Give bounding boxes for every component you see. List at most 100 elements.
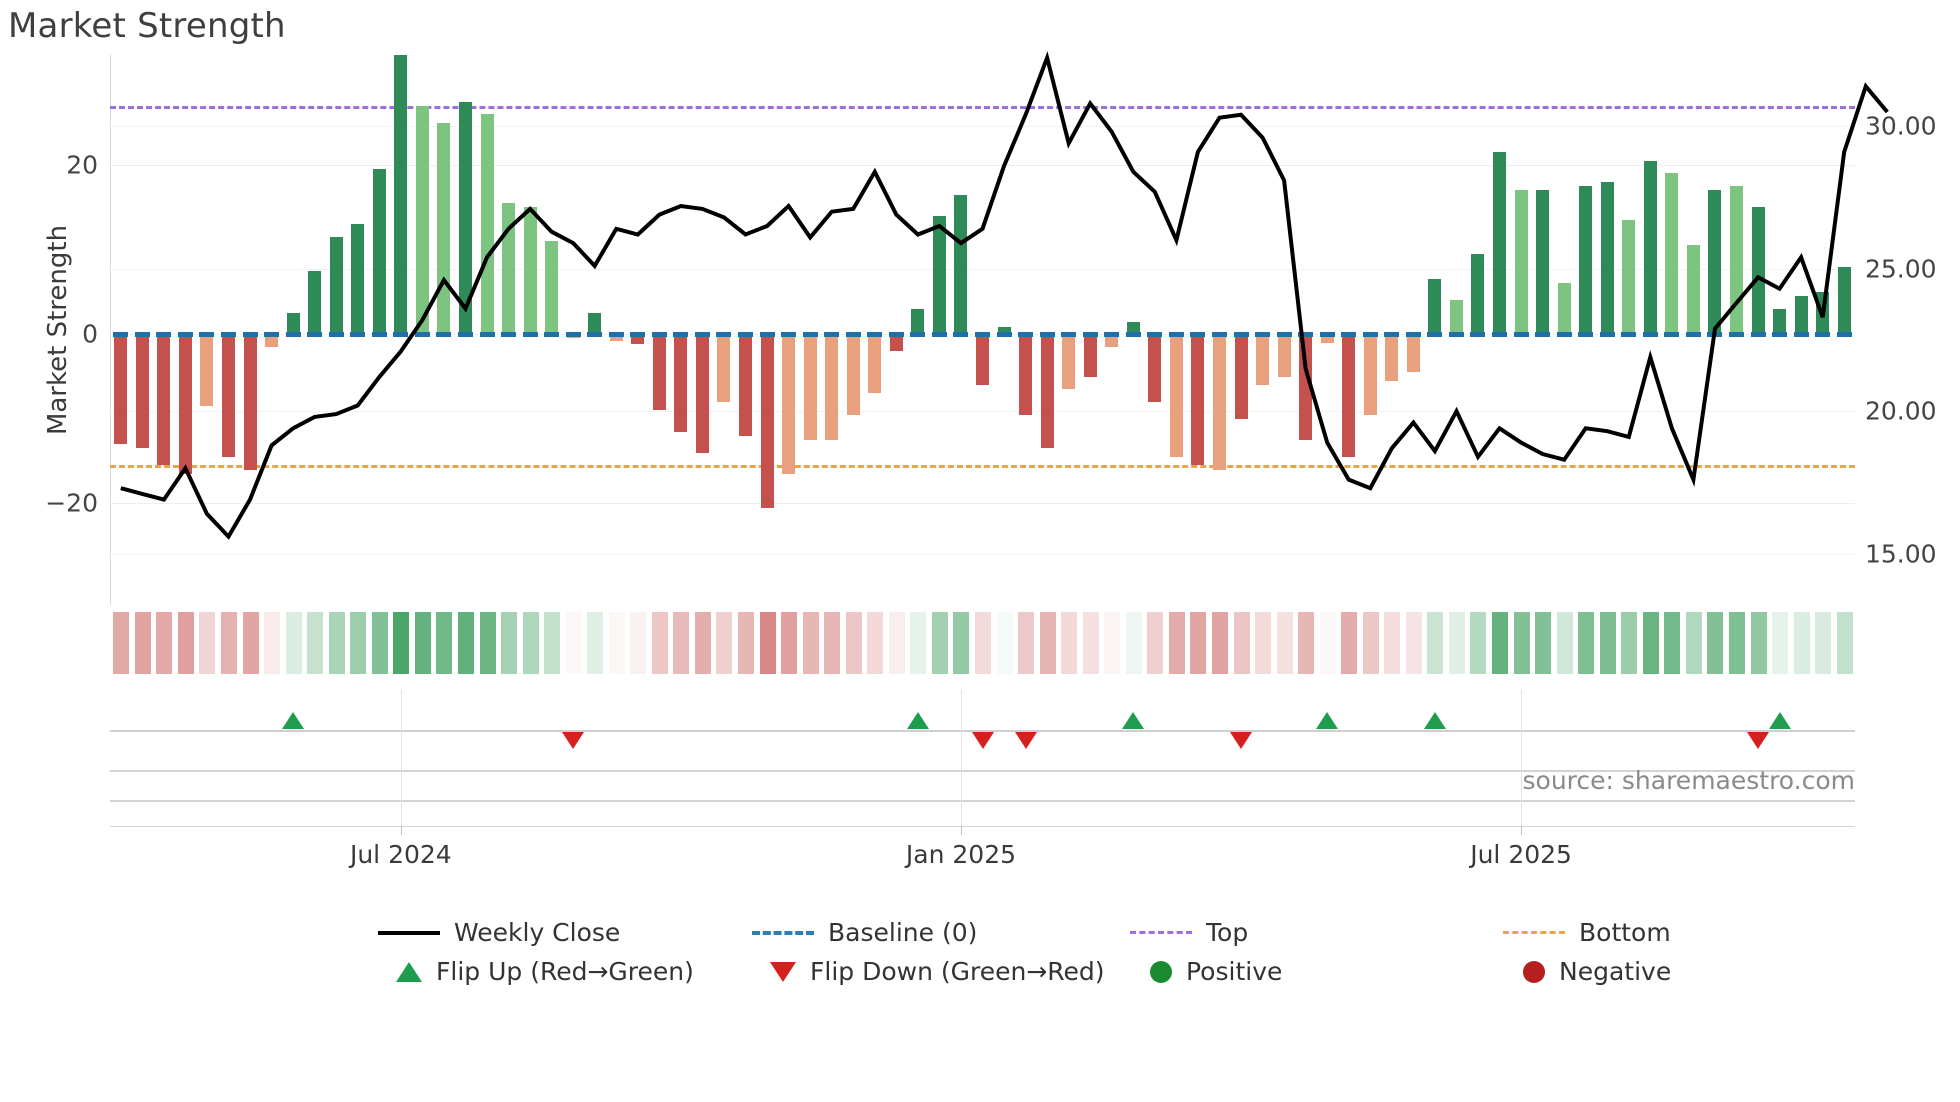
- heatmap-cell: [1190, 612, 1207, 674]
- bar: [1019, 334, 1033, 415]
- baseline-segment: [1535, 332, 1551, 338]
- baseline-segment: [867, 332, 883, 338]
- bar: [868, 334, 882, 394]
- bar: [394, 55, 408, 335]
- heatmap-cell: [608, 612, 625, 674]
- flip-up-marker[interactable]: [906, 712, 929, 729]
- bar: [1686, 245, 1700, 335]
- heatmap-cell: [134, 612, 151, 674]
- heatmap-cell: [1341, 612, 1358, 674]
- flip-up-marker[interactable]: [1316, 712, 1339, 729]
- heatmap-cell: [156, 612, 173, 674]
- legend-item-flip-down[interactable]: Flip Down (Green→Red): [752, 957, 1105, 986]
- y-axis-left-label: Market Strength: [43, 224, 73, 436]
- x-axis-label: Jul 2024: [349, 840, 452, 869]
- baseline-segment: [113, 332, 129, 338]
- heatmap-cell: [1750, 612, 1767, 674]
- baseline-segment: [1211, 332, 1227, 338]
- bar: [243, 334, 257, 470]
- baseline-segment: [1772, 332, 1788, 338]
- bar: [1040, 334, 1054, 449]
- heatmap-cell: [393, 612, 410, 674]
- heatmap-cell: [199, 612, 216, 674]
- legend-item-weekly-close[interactable]: Weekly Close: [378, 918, 620, 947]
- x-axis-tick: [1521, 826, 1523, 835]
- bar: [1837, 266, 1851, 335]
- baseline-segment: [996, 332, 1012, 338]
- baseline-segment: [220, 332, 236, 338]
- bar: [1449, 300, 1463, 335]
- legend-row-1: Weekly Close Baseline (0) Top Bottom: [0, 918, 1960, 957]
- heatmap-cell: [1470, 612, 1487, 674]
- heatmap-cell: [1211, 612, 1228, 674]
- bar: [1169, 334, 1183, 457]
- legend-item-positive[interactable]: Positive: [1130, 957, 1282, 986]
- heatmap-cell: [1556, 612, 1573, 674]
- flip-up-marker[interactable]: [1423, 712, 1446, 729]
- heatmap-cell: [285, 612, 302, 674]
- baseline-segment: [1513, 332, 1529, 338]
- baseline-segment: [651, 332, 667, 338]
- divider-rail-bottom: [110, 800, 1855, 802]
- baseline-segment: [975, 332, 990, 338]
- flip-up-marker[interactable]: [1122, 712, 1145, 729]
- heatmap-cell: [1664, 612, 1681, 674]
- heatmap-cell: [759, 612, 776, 674]
- bar: [415, 105, 429, 335]
- bar: [954, 194, 968, 335]
- flip-down-marker[interactable]: [971, 732, 994, 749]
- heatmap-cell: [975, 612, 991, 674]
- baseline-segment: [457, 332, 473, 338]
- y-axis-left-tick: 0: [82, 319, 98, 349]
- legend-row-2: Flip Up (Red→Green) Flip Down (Green→Red…: [0, 957, 1960, 996]
- gridline: [110, 503, 1855, 505]
- x-axis-label: Jan 2025: [905, 840, 1017, 869]
- bar: [1600, 181, 1614, 335]
- legend-item-baseline[interactable]: Baseline (0): [752, 918, 977, 947]
- baseline-segment: [1815, 332, 1831, 338]
- flip-down-marker[interactable]: [1014, 732, 1037, 749]
- baseline-segment: [1190, 332, 1206, 338]
- baseline-segment: [393, 332, 409, 338]
- baseline-segment: [1039, 332, 1055, 338]
- flip-down-marker[interactable]: [562, 732, 585, 749]
- heatmap-cell: [1082, 612, 1099, 674]
- baseline-segment: [1298, 332, 1314, 338]
- heatmap-cell: [996, 612, 1013, 674]
- gridline-secondary: [110, 126, 1855, 128]
- baseline-segment: [1276, 332, 1292, 338]
- flip-up-marker[interactable]: [282, 712, 305, 729]
- baseline-segment: [587, 332, 603, 338]
- baseline-segment: [1427, 332, 1443, 338]
- heatmap-cell: [264, 612, 281, 674]
- bar: [458, 101, 472, 335]
- flip-down-marker[interactable]: [1747, 732, 1770, 749]
- heatmap-cell: [1147, 612, 1164, 674]
- legend-item-top[interactable]: Top: [1130, 918, 1248, 947]
- bar: [523, 207, 537, 335]
- legend-item-negative[interactable]: Negative: [1503, 957, 1671, 986]
- heatmap-cell: [501, 612, 518, 674]
- x-axis-tick: [960, 826, 962, 835]
- baseline-segment: [1750, 332, 1766, 338]
- heatmap-cell: [738, 612, 755, 674]
- legend-label: Positive: [1186, 957, 1283, 986]
- heatmap-cell: [1276, 612, 1293, 674]
- legend-item-flip-up[interactable]: Flip Up (Red→Green): [378, 957, 694, 986]
- baseline-segment: [802, 332, 818, 338]
- baseline-segment: [1018, 332, 1034, 338]
- divider-rail-top: [110, 770, 1855, 772]
- flip-up-marker[interactable]: [1768, 712, 1791, 729]
- bar: [1342, 334, 1356, 457]
- heatmap-cell: [1362, 612, 1379, 674]
- flip-down-marker[interactable]: [1230, 732, 1253, 749]
- baseline-segment: [501, 332, 517, 338]
- x-axis-line: [110, 826, 1855, 827]
- gridline-secondary: [110, 411, 1855, 413]
- legend-item-bottom[interactable]: Bottom: [1503, 918, 1671, 947]
- legend-label: Weekly Close: [454, 918, 621, 947]
- y-axis-right-tick: 20.00: [1865, 396, 1937, 426]
- baseline-segment: [371, 332, 387, 338]
- heatmap-cell: [1233, 612, 1250, 674]
- heatmap-cell: [1836, 612, 1853, 674]
